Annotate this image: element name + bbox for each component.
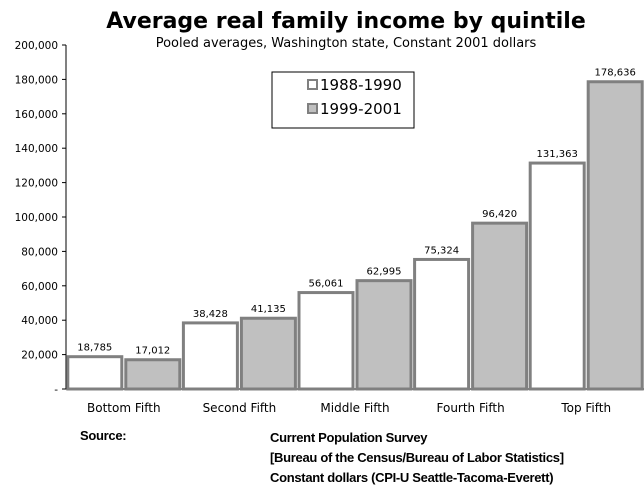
y-tick-label: 80,000 <box>21 246 58 258</box>
y-tick-label: 140,000 <box>15 143 58 155</box>
data-label: 131,363 <box>537 149 578 160</box>
bar <box>239 316 297 391</box>
bar <box>413 257 471 391</box>
x-tick-label: Bottom Fifth <box>87 401 161 415</box>
data-label: 56,061 <box>309 279 344 290</box>
bar <box>528 161 586 391</box>
x-axis: Bottom Fifth Second Fifth Middle Fifth Four… <box>66 388 644 415</box>
bar <box>586 80 644 391</box>
bars: 18,785 17,012 38,428 41,135 56,061 62,995 75,3… <box>66 68 644 391</box>
y-axis: - 20,000 40,000 60,000 80,000 100,000 120,000 1… <box>15 40 67 396</box>
y-tick-label: 160,000 <box>15 109 58 121</box>
y-tick-label: 40,000 <box>21 315 58 327</box>
bar <box>124 358 182 391</box>
y-tick-label: 120,000 <box>15 178 58 190</box>
x-tick-label: Second Fifth <box>203 401 277 415</box>
data-label: 62,995 <box>367 267 402 278</box>
y-tick-label: 20,000 <box>21 350 58 362</box>
data-label: 41,135 <box>251 304 286 315</box>
source-line-2: [Bureau of the Census/Bureau of Labor St… <box>270 450 564 465</box>
data-label: 18,785 <box>77 343 112 354</box>
x-tick-label: Middle Fifth <box>320 401 389 415</box>
y-tick-label: 100,000 <box>15 212 58 224</box>
bar <box>181 321 239 391</box>
y-tick-label: - <box>54 384 58 396</box>
legend-swatch <box>307 103 318 114</box>
source-label: Source: <box>80 428 127 443</box>
data-label: 96,420 <box>482 209 517 220</box>
y-tick-label: 60,000 <box>21 281 58 293</box>
data-label: 17,012 <box>135 346 170 357</box>
chart-title: Average real family income by quintile <box>106 9 586 34</box>
y-tick-label: 200,000 <box>15 40 58 52</box>
x-tick-label: Top Fifth <box>560 401 611 415</box>
chart-subtitle: Pooled averages, Washington state, Const… <box>156 36 537 51</box>
legend: 1988-1990 1999-2001 <box>271 71 415 129</box>
x-tick-label: Fourth Fifth <box>437 401 505 415</box>
data-label: 38,428 <box>193 309 228 320</box>
y-tick-label: 180,000 <box>15 74 58 86</box>
source-line-3: Constant dollars (CPI-U Seattle-Tacoma-E… <box>270 470 554 485</box>
bar <box>471 221 529 391</box>
bar <box>297 291 355 391</box>
data-label: 75,324 <box>424 245 459 256</box>
data-label: 178,636 <box>595 68 636 79</box>
bar <box>355 279 413 391</box>
legend-label: 1988-1990 <box>320 76 402 94</box>
source-line-1: Current Population Survey <box>270 430 428 445</box>
legend-label: 1999-2001 <box>320 100 402 118</box>
legend-swatch <box>307 79 318 90</box>
legend-box <box>271 71 415 129</box>
bar <box>66 355 124 391</box>
